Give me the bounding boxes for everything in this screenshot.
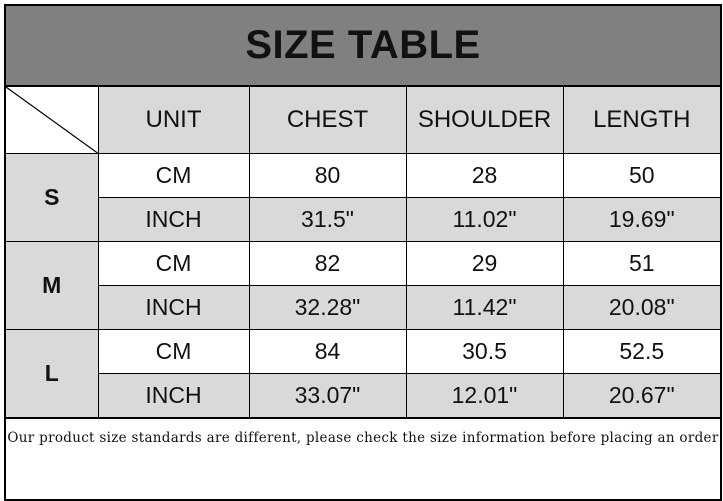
table-row: INCH 33.07" 12.01" 20.67": [5, 373, 722, 419]
unit-cell: CM: [97, 329, 250, 374]
table-row: S CM 80 28 50: [4, 153, 722, 242]
unit-cell: INCH: [97, 373, 250, 419]
table-title: SIZE TABLE: [3, 4, 723, 87]
chest-cell: 82: [248, 241, 407, 286]
table-row: M CM 82 29 51: [4, 241, 722, 330]
shoulder-cell: 29: [405, 241, 564, 286]
shoulder-cell: 28: [405, 153, 564, 198]
chest-cell: 32.28": [248, 285, 407, 330]
size-label: M: [4, 241, 99, 330]
unit-cell: CM: [97, 153, 250, 198]
length-cell: 52.5: [562, 329, 722, 374]
chest-cell: 31.5": [248, 197, 407, 242]
diagonal-corner-cell: [4, 85, 99, 154]
header-shoulder: SHOULDER: [405, 85, 564, 154]
size-table-container: SIZE TABLE UNIT CHEST SHOULDER LENGTH S …: [3, 4, 723, 501]
chest-cell: 33.07": [248, 373, 407, 419]
table-row: L CM 84 30.5 52.5: [4, 329, 722, 419]
length-cell: 50: [562, 153, 722, 198]
unit-cell: CM: [97, 241, 250, 286]
header-unit: UNIT: [97, 85, 250, 154]
length-cell: 20.67": [562, 373, 722, 419]
header-length: LENGTH: [562, 85, 722, 154]
shoulder-cell: 11.02": [405, 197, 564, 242]
unit-cell: INCH: [97, 197, 250, 242]
length-cell: 20.08": [562, 285, 722, 330]
chest-cell: 80: [248, 153, 407, 198]
size-note: Our product size standards are different…: [3, 417, 723, 501]
table-row: INCH 31.5" 11.02" 19.69": [5, 197, 722, 242]
size-table: SIZE TABLE UNIT CHEST SHOULDER LENGTH S …: [3, 4, 723, 501]
shoulder-cell: 11.42": [405, 285, 564, 330]
shoulder-cell: 30.5: [405, 329, 564, 374]
size-label: L: [4, 329, 99, 419]
unit-cell: INCH: [97, 285, 250, 330]
shoulder-cell: 12.01": [405, 373, 564, 419]
table-row: INCH 32.28" 11.42" 20.08": [5, 285, 722, 330]
chest-cell: 84: [248, 329, 407, 374]
size-label: S: [4, 153, 99, 242]
header-chest: CHEST: [248, 85, 407, 154]
length-cell: 19.69": [562, 197, 722, 242]
length-cell: 51: [562, 241, 722, 286]
